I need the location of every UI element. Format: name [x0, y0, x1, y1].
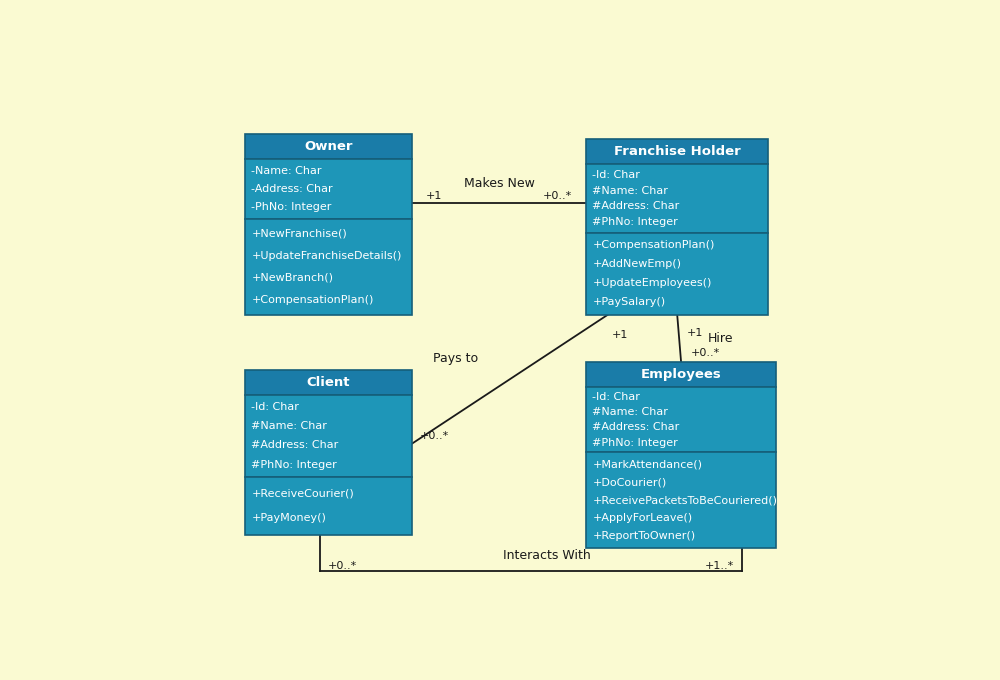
Text: +1: +1 — [686, 328, 703, 338]
Text: -Address: Char: -Address: Char — [251, 184, 333, 194]
FancyBboxPatch shape — [586, 387, 776, 452]
FancyBboxPatch shape — [245, 394, 412, 477]
Text: Owner: Owner — [304, 140, 353, 153]
Text: -Name: Char: -Name: Char — [251, 166, 322, 176]
Text: Franchise Holder: Franchise Holder — [614, 146, 741, 158]
Text: +1: +1 — [426, 191, 442, 201]
Text: +0..*: +0..* — [690, 347, 720, 358]
Text: +UpdateFranchiseDetails(): +UpdateFranchiseDetails() — [251, 251, 402, 260]
Text: Employees: Employees — [641, 368, 721, 381]
FancyBboxPatch shape — [245, 134, 412, 159]
FancyBboxPatch shape — [586, 362, 776, 387]
FancyBboxPatch shape — [586, 139, 768, 165]
Text: +NewFranchise(): +NewFranchise() — [251, 228, 347, 239]
Text: #PhNo: Integer: #PhNo: Integer — [251, 460, 337, 469]
Text: +NewBranch(): +NewBranch() — [251, 273, 333, 283]
Text: #Name: Char: #Name: Char — [251, 422, 327, 431]
Text: Pays to: Pays to — [433, 352, 478, 364]
Text: +ReceiveCourier(): +ReceiveCourier() — [251, 488, 354, 498]
FancyBboxPatch shape — [586, 452, 776, 547]
Text: #Name: Char: #Name: Char — [592, 407, 668, 417]
FancyBboxPatch shape — [245, 219, 412, 315]
Text: +1..*: +1..* — [705, 561, 734, 571]
Text: +PaySalary(): +PaySalary() — [592, 297, 665, 307]
Text: Makes New: Makes New — [464, 177, 534, 190]
Text: Hire: Hire — [708, 332, 734, 345]
Text: -Id: Char: -Id: Char — [592, 392, 640, 402]
Text: #Address: Char: #Address: Char — [251, 441, 339, 450]
Text: #Address: Char: #Address: Char — [592, 422, 680, 432]
Text: +ReportToOwner(): +ReportToOwner() — [592, 531, 695, 541]
Text: +ReceivePacketsToBeCouriered(): +ReceivePacketsToBeCouriered() — [592, 495, 777, 505]
Text: +PayMoney(): +PayMoney() — [251, 513, 326, 523]
Text: #Address: Char: #Address: Char — [592, 201, 680, 211]
Text: +0..*: +0..* — [543, 191, 572, 201]
Text: -Id: Char: -Id: Char — [251, 402, 299, 412]
Text: +AddNewEmp(): +AddNewEmp() — [592, 259, 681, 269]
Text: +0..*: +0..* — [328, 561, 357, 571]
Text: #PhNo: Integer: #PhNo: Integer — [592, 437, 678, 447]
Text: +1: +1 — [612, 330, 628, 340]
Text: +CompensationPlan(): +CompensationPlan() — [251, 295, 374, 305]
FancyBboxPatch shape — [586, 233, 768, 315]
Text: #PhNo: Integer: #PhNo: Integer — [592, 218, 678, 227]
Text: +MarkAttendance(): +MarkAttendance() — [592, 459, 702, 469]
Text: -PhNo: Integer: -PhNo: Integer — [251, 202, 332, 212]
Text: +DoCourier(): +DoCourier() — [592, 477, 667, 487]
Text: Interacts With: Interacts With — [503, 549, 590, 562]
FancyBboxPatch shape — [245, 370, 412, 394]
Text: -Id: Char: -Id: Char — [592, 169, 640, 180]
Text: +0..*: +0..* — [420, 431, 449, 441]
Text: +ApplyForLeave(): +ApplyForLeave() — [592, 513, 692, 523]
Text: #Name: Char: #Name: Char — [592, 186, 668, 196]
FancyBboxPatch shape — [586, 165, 768, 233]
Text: +CompensationPlan(): +CompensationPlan() — [592, 240, 715, 250]
FancyBboxPatch shape — [245, 159, 412, 219]
FancyBboxPatch shape — [245, 477, 412, 534]
Text: +UpdateEmployees(): +UpdateEmployees() — [592, 278, 712, 288]
Text: Client: Client — [307, 375, 350, 389]
